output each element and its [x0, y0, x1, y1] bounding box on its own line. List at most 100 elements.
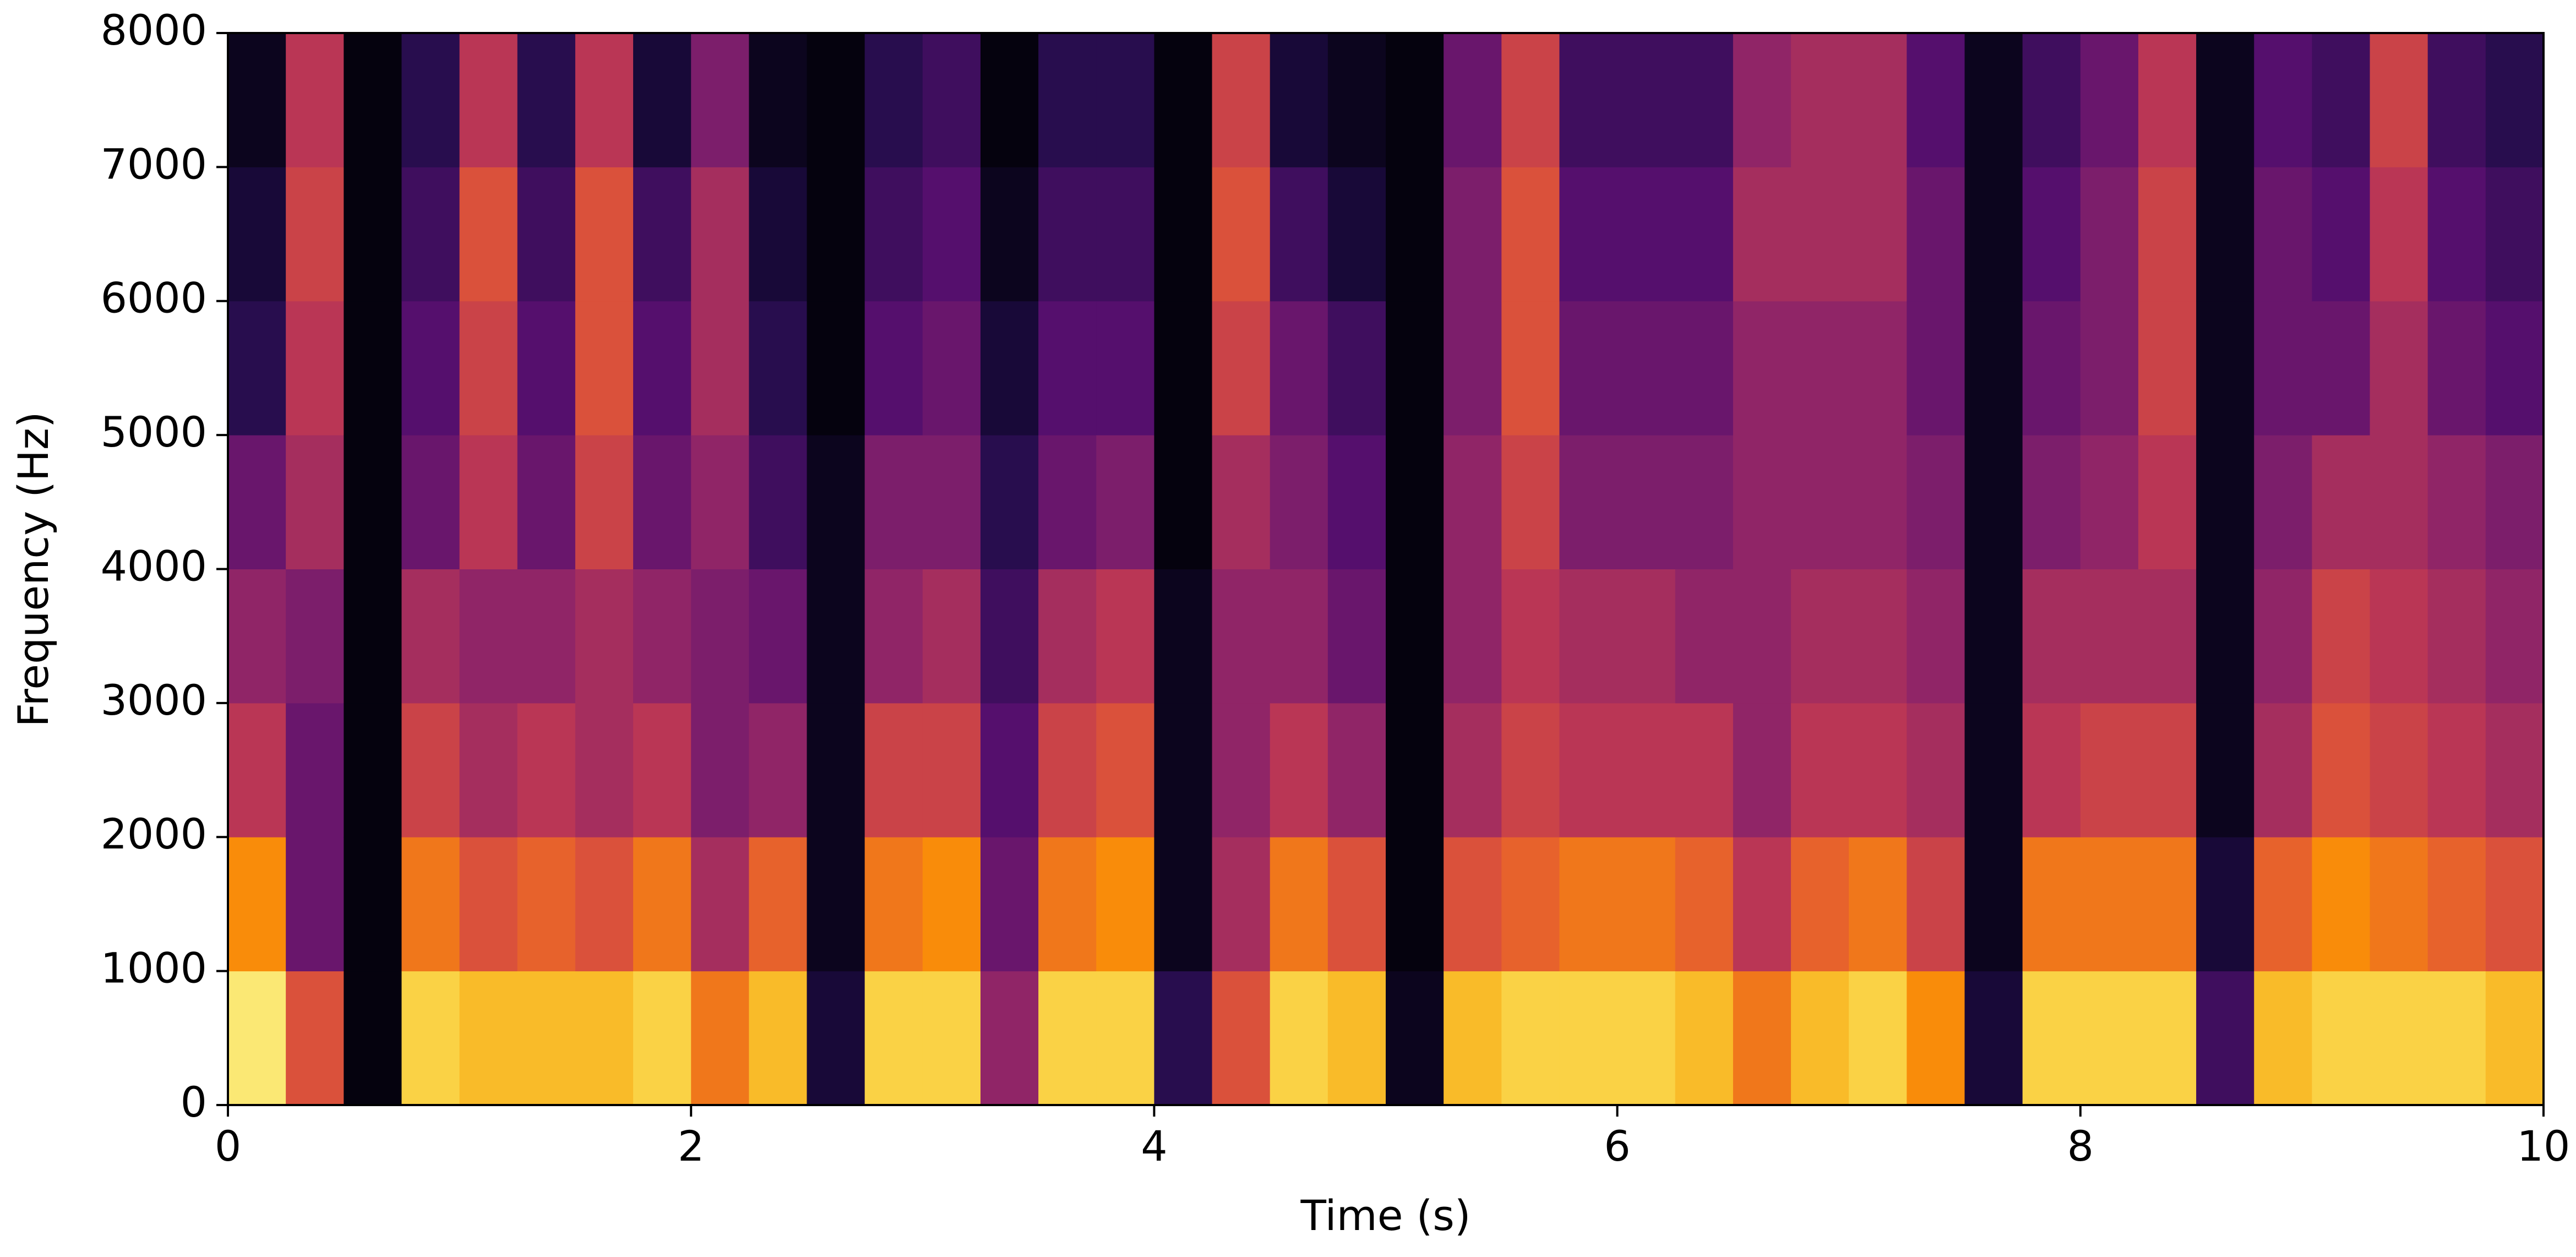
y-tick-label: 1000 [101, 944, 207, 993]
spectrogram-cell [1849, 301, 1907, 436]
spectrogram-cell [1154, 971, 1213, 1106]
spectrogram-cells [228, 33, 2544, 1106]
spectrogram-cell [1617, 703, 1676, 837]
spectrogram-cell [691, 703, 749, 837]
spectrogram-cell [1327, 301, 1386, 436]
spectrogram-cell [1907, 971, 1965, 1106]
spectrogram-cell [1096, 971, 1154, 1106]
spectrogram-cell [1212, 435, 1271, 569]
spectrogram-cell [2485, 569, 2544, 704]
spectrogram-cell [980, 971, 1039, 1106]
spectrogram-cell [344, 435, 402, 569]
spectrogram-cell [575, 971, 634, 1106]
spectrogram-cell [228, 167, 286, 302]
spectrogram-cell [2485, 971, 2544, 1106]
spectrogram-cell [2138, 301, 2197, 436]
spectrogram-cell [1849, 837, 1907, 972]
spectrogram-cell [517, 569, 576, 704]
spectrogram-cell [1733, 703, 1791, 837]
spectrogram-cell [2138, 703, 2197, 837]
spectrogram-cell [633, 569, 691, 704]
x-tick-label: 8 [2067, 1122, 2094, 1171]
spectrogram-cell [2138, 569, 2197, 704]
spectrogram-cell [1154, 703, 1213, 837]
spectrogram-cell [2022, 703, 2081, 837]
spectrogram-cell [2370, 435, 2428, 569]
spectrogram-cell [2312, 435, 2371, 569]
spectrogram-cell [459, 971, 518, 1106]
spectrogram-cell [1617, 837, 1676, 972]
spectrogram-cell [980, 837, 1039, 972]
spectrogram-cell [1327, 435, 1386, 569]
spectrogram-cell [864, 971, 923, 1106]
spectrogram-cell [922, 33, 981, 167]
spectrogram-cell [517, 33, 576, 167]
spectrogram-cell [2196, 703, 2254, 837]
spectrogram-cell [1386, 703, 1444, 837]
spectrogram-cell [1038, 33, 1097, 167]
spectrogram-cell [2427, 837, 2486, 972]
spectrogram-cell [807, 301, 865, 436]
spectrogram-cell [807, 33, 865, 167]
spectrogram-cell [517, 971, 576, 1106]
spectrogram-cell [401, 703, 460, 837]
spectrogram-cell [749, 33, 807, 167]
spectrogram-cell [1964, 569, 2023, 704]
x-axis-label: Time (s) [1300, 1191, 1471, 1240]
spectrogram-cell [1154, 837, 1213, 972]
spectrogram-cell [1038, 167, 1097, 302]
spectrogram-cell [1212, 569, 1271, 704]
spectrogram-cell [807, 435, 865, 569]
spectrogram-cell [1386, 569, 1444, 704]
spectrogram-cell [864, 33, 923, 167]
spectrogram-cell [749, 569, 807, 704]
spectrogram-cell [1270, 301, 1328, 436]
spectrogram-cell [1386, 167, 1444, 302]
spectrogram-cell [2485, 301, 2544, 436]
spectrogram-cell [864, 301, 923, 436]
spectrogram-cell [691, 569, 749, 704]
spectrogram-cell [1907, 837, 1965, 972]
spectrogram-cell [691, 33, 749, 167]
spectrogram-cell [2312, 301, 2371, 436]
spectrogram-cell [749, 435, 807, 569]
spectrogram-cell [517, 167, 576, 302]
spectrogram-cell [1559, 167, 1618, 302]
spectrogram-cell [1849, 167, 1907, 302]
spectrogram-cell [1501, 569, 1560, 704]
spectrogram-cell [459, 703, 518, 837]
spectrogram-cell [1675, 33, 1734, 167]
spectrogram-cell [1791, 837, 1849, 972]
spectrogram-cell [1675, 569, 1734, 704]
spectrogram-cell [1617, 33, 1676, 167]
spectrogram-cell [1154, 301, 1213, 436]
spectrogram-cell [922, 167, 981, 302]
spectrogram-cell [344, 569, 402, 704]
spectrogram-cell [1907, 569, 1965, 704]
spectrogram-cell [864, 435, 923, 569]
spectrogram-cell [2254, 435, 2312, 569]
spectrogram-cell [1964, 435, 2023, 569]
spectrogram-cell [1617, 569, 1676, 704]
spectrogram-cell [1733, 435, 1791, 569]
spectrogram-cell [2138, 971, 2197, 1106]
spectrogram-cell [2022, 971, 2081, 1106]
spectrogram-cell [749, 703, 807, 837]
spectrogram-cell [1675, 301, 1734, 436]
spectrogram-cell [2370, 167, 2428, 302]
spectrogram-cell [228, 837, 286, 972]
spectrogram-cell [1849, 703, 1907, 837]
spectrogram-cell [401, 971, 460, 1106]
spectrogram-cell [1501, 435, 1560, 569]
spectrogram-cell [459, 435, 518, 569]
spectrogram-cell [922, 971, 981, 1106]
spectrogram-cell [2312, 971, 2371, 1106]
spectrogram-cell [344, 971, 402, 1106]
spectrogram-cell [2196, 971, 2254, 1106]
spectrogram-cell [1675, 971, 1734, 1106]
spectrogram-cell [922, 703, 981, 837]
spectrogram-cell [2370, 33, 2428, 167]
spectrogram-cell [749, 837, 807, 972]
